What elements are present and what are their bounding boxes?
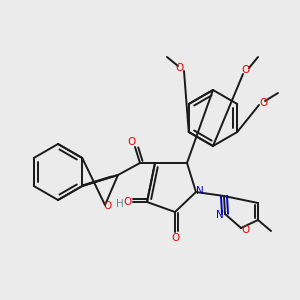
Text: O: O bbox=[124, 197, 132, 207]
Text: O: O bbox=[242, 65, 250, 75]
Text: O: O bbox=[104, 201, 112, 211]
Text: N: N bbox=[216, 210, 224, 220]
Text: H: H bbox=[116, 199, 124, 209]
Text: O: O bbox=[259, 98, 267, 108]
Text: O: O bbox=[128, 137, 136, 147]
Text: O: O bbox=[242, 225, 250, 235]
Text: N: N bbox=[196, 186, 204, 196]
Text: O: O bbox=[176, 63, 184, 73]
Text: O: O bbox=[172, 233, 180, 243]
